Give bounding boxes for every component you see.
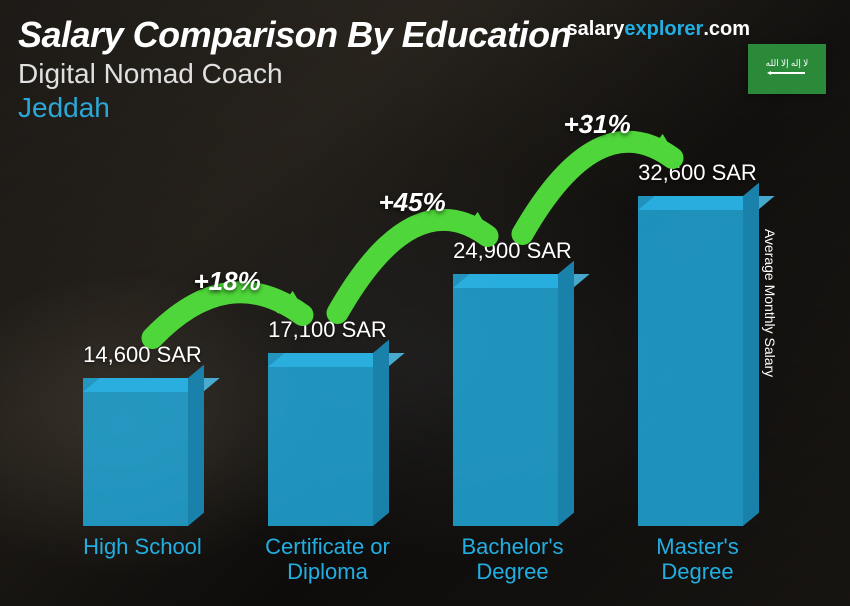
chart-container: salaryexplorer.com لا إله إلا الله Salar… [0, 0, 850, 606]
bar-value-label: 24,900 SAR [453, 238, 572, 264]
svg-text:لا إله إلا الله: لا إله إلا الله [766, 58, 809, 69]
flag-script-icon: لا إله إلا الله [757, 54, 817, 85]
bar-side-face [558, 261, 574, 526]
bar-front-face [268, 353, 373, 526]
chart-subtitle: Digital Nomad Coach [18, 58, 832, 90]
brand-logo: salaryexplorer.com [567, 18, 750, 41]
bar-side-face [373, 340, 389, 526]
bar-group: 17,100 SAR Certificate orDiploma [243, 317, 413, 586]
flag-saudi-arabia: لا إله إلا الله [748, 44, 826, 94]
brand-suffix: .com [703, 18, 750, 40]
bar-3d [453, 274, 573, 526]
bar-side-face [743, 183, 759, 526]
brand-mid: explorer [624, 18, 703, 40]
chart-location: Jeddah [18, 92, 832, 124]
increase-percent-label: +45% [379, 187, 446, 218]
bar-side-face [188, 365, 204, 526]
bar-3d [268, 353, 388, 526]
bar-group: 14,600 SAR High School [58, 342, 228, 586]
bar-category-label: High School [83, 534, 202, 586]
increase-percent-label: +18% [194, 266, 261, 297]
bar-3d [638, 196, 758, 526]
bar-3d [83, 378, 203, 526]
bar-group: 24,900 SAR Bachelor'sDegree [428, 238, 598, 586]
bar-value-label: 32,600 SAR [638, 160, 757, 186]
bar-front-face [453, 274, 558, 526]
bar-category-label: Bachelor'sDegree [461, 534, 563, 586]
bar-value-label: 17,100 SAR [268, 317, 387, 343]
increase-percent-label: +31% [564, 109, 631, 140]
bar-group: 32,600 SAR Master'sDegree [613, 160, 783, 586]
bar-value-label: 14,600 SAR [83, 342, 202, 368]
bar-category-label: Certificate orDiploma [265, 534, 390, 586]
bar-front-face [638, 196, 743, 526]
brand-prefix: salary [567, 18, 625, 40]
bar-category-label: Master'sDegree [656, 534, 738, 586]
bar-front-face [83, 378, 188, 526]
